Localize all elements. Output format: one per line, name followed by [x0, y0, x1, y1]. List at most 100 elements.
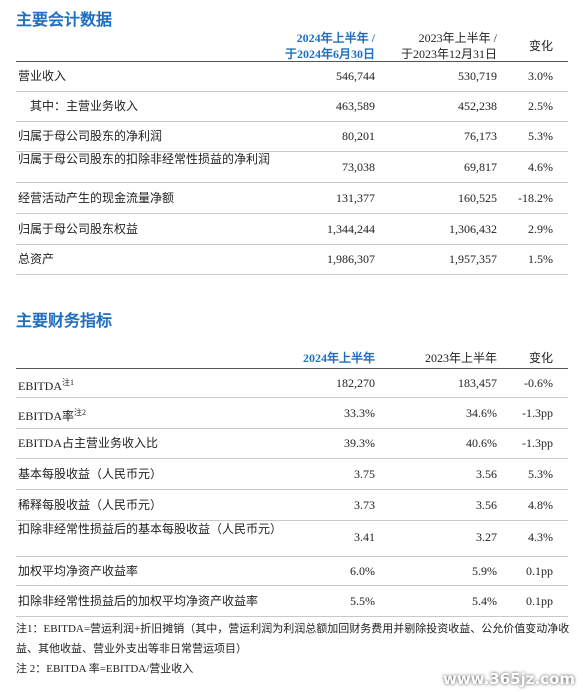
label-text: 营业收入 [18, 69, 67, 83]
row-rule [16, 585, 568, 586]
column-header: 2023年上半年 / [418, 31, 497, 45]
cell-value: 4.6% [528, 160, 553, 174]
cell-value: 546,744 [336, 69, 375, 83]
cell-value: 182,270 [336, 376, 375, 390]
label-text: 加权平均净资产收益率 [18, 564, 139, 578]
row-rule [16, 489, 568, 490]
row-rule [16, 244, 568, 245]
cell-value: 1,986,307 [327, 252, 375, 266]
cell-value: 5.5% [350, 594, 375, 608]
cell-value: 6.0% [350, 564, 375, 578]
cell-value: 40.6% [466, 436, 497, 450]
row-label: EBITDA占主营业务收入比 [18, 435, 158, 451]
cell-value: 463,589 [336, 99, 375, 113]
row-rule [16, 556, 568, 557]
column-header: 2023年上半年 [424, 351, 497, 365]
cell-value: 5.9% [472, 564, 497, 578]
cell-value: 2.9% [528, 222, 553, 236]
cell-value: 131,377 [336, 191, 375, 205]
cell-value: 530,719 [458, 69, 497, 83]
label-text: 归属于母公司股东权益 [18, 222, 139, 236]
row-label: 总资产 [18, 251, 54, 267]
cell-value: 1,957,357 [449, 252, 497, 266]
section-title: 主要财务指标 [16, 311, 113, 330]
label-text: 基本每股收益（人民币元） [18, 467, 163, 481]
row-label: 归属于母公司股东的扣除非经常性损益的净利润 [18, 151, 288, 167]
footnote: 注1：EBITDA=营运利润+折旧摊销（其中，营运利润为利润总额加回财务费用并剔… [16, 623, 570, 655]
cell-value: 1,306,432 [449, 222, 497, 236]
cell-value: 33.3% [344, 406, 375, 420]
cell-value: 69,817 [464, 160, 497, 174]
label-text: 归属于母公司股东的净利润 [18, 129, 163, 143]
header-rule [16, 61, 568, 62]
cell-value: 3.41 [354, 530, 375, 544]
column-header: 2024年上半年 / [296, 31, 375, 45]
row-label: 营业收入 [18, 68, 66, 84]
cell-value: 34.6% [466, 406, 497, 420]
label-text: 其中：主营业务收入 [30, 99, 139, 113]
cell-value: 3.73 [354, 498, 375, 512]
row-rule [16, 121, 568, 122]
label-text: 扣除非经常性损益后的基本每股收益（人民币元） [18, 522, 283, 536]
cell-value: 2.5% [528, 99, 553, 113]
row-rule [16, 520, 568, 521]
label-text: 归属于母公司股东的扣除非经常性损益的净利润 [18, 152, 271, 166]
cell-value: 4.8% [528, 498, 553, 512]
cell-value: 160,525 [458, 191, 497, 205]
cell-value: 0.1pp [526, 594, 553, 608]
row-label: 归属于母公司股东的净利润 [18, 128, 162, 144]
cell-value: 4.3% [528, 530, 553, 544]
label-text: 经营活动产生的现金流量净额 [18, 191, 175, 205]
cell-value: 3.75 [354, 467, 375, 481]
cell-value: -18.2% [518, 191, 553, 205]
cell-value: 3.56 [476, 467, 497, 481]
column-header: 变化 [528, 39, 553, 53]
row-rule [16, 397, 568, 398]
cell-value: -1.3pp [522, 406, 553, 420]
cell-value: 1.5% [528, 252, 553, 266]
cell-value: 3.0% [528, 69, 553, 83]
column-header: 于2024年6月30日 [284, 47, 375, 61]
section-title: 主要会计数据 [16, 10, 113, 29]
row-rule [16, 274, 568, 275]
row-rule [16, 213, 568, 214]
note-ref: 注1 [62, 378, 74, 387]
cell-value: -0.6% [524, 376, 553, 390]
cell-value: 39.3% [344, 436, 375, 450]
cell-value: 5.3% [528, 129, 553, 143]
column-header: 于2023年12月31日 [400, 47, 497, 61]
cell-value: 3.56 [476, 498, 497, 512]
row-rule [16, 151, 568, 152]
watermark: www.365jz.com [442, 670, 575, 688]
column-header: 变化 [528, 351, 553, 365]
row-rule [16, 182, 568, 183]
note-ref: 注2 [74, 408, 86, 417]
row-label: 扣除非经常性损益后的基本每股收益（人民币元） [18, 521, 288, 537]
cell-value: 1,344,244 [327, 222, 375, 236]
label-text: 稀释每股收益（人民币元） [18, 498, 163, 512]
row-rule [16, 458, 568, 459]
row-label: 加权平均净资产收益率 [18, 563, 138, 579]
label-text: EBITDA率 [18, 409, 74, 423]
header-rule [16, 368, 568, 369]
row-label: 扣除非经常性损益后的加权平均净资产收益率 [18, 593, 258, 609]
cell-value: 80,201 [342, 129, 375, 143]
label-text: EBITDA [18, 379, 62, 393]
cell-value: 452,238 [458, 99, 497, 113]
label-text: 总资产 [18, 252, 55, 266]
label-text: EBITDA占主营业务收入比 [18, 436, 158, 450]
row-label: EBITDA率注2 [18, 405, 86, 424]
row-rule [16, 616, 568, 617]
cell-value: 3.27 [476, 530, 497, 544]
cell-value: 76,173 [464, 129, 497, 143]
cell-value: -1.3pp [522, 436, 553, 450]
cell-value: 183,457 [458, 376, 497, 390]
label-text: 扣除非经常性损益后的加权平均净资产收益率 [18, 594, 259, 608]
row-label: 基本每股收益（人民币元） [18, 466, 162, 482]
cell-value: 0.1pp [526, 564, 553, 578]
row-rule [16, 428, 568, 429]
cell-value: 5.4% [472, 594, 497, 608]
row-label: 归属于母公司股东权益 [18, 221, 138, 237]
row-label: 稀释每股收益（人民币元） [18, 497, 162, 513]
